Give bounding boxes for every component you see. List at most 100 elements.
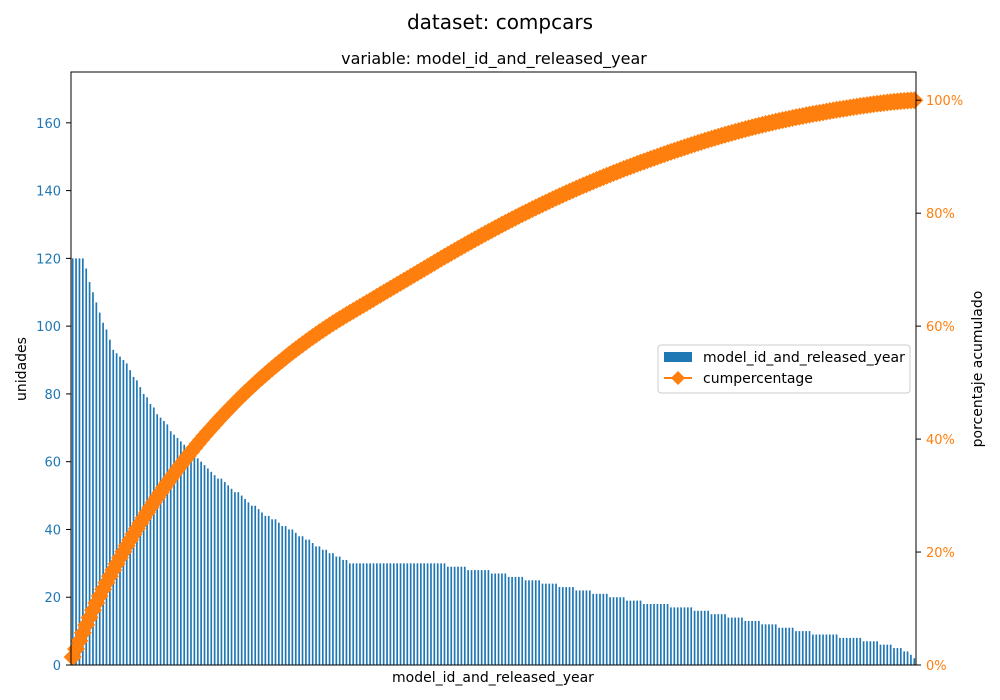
- bar: [504, 573, 507, 665]
- bar: [910, 654, 912, 665]
- bar: [321, 549, 324, 665]
- bar: [869, 641, 872, 665]
- bar: [250, 505, 253, 665]
- bar: [514, 576, 517, 665]
- bar: [227, 485, 230, 665]
- left-y-axis: 0 20 40 60 80 100 120 140 160: [36, 117, 71, 674]
- bar: [119, 356, 121, 665]
- bar: [906, 651, 909, 665]
- bar: [646, 604, 649, 665]
- bar: [632, 600, 635, 665]
- bar: [703, 610, 706, 665]
- bar: [146, 397, 148, 665]
- bar: [687, 607, 689, 665]
- bar: [332, 553, 334, 665]
- bar: [710, 614, 713, 665]
- bar: [467, 570, 469, 665]
- bar: [835, 634, 838, 665]
- bar: [724, 614, 726, 665]
- bar: [311, 543, 314, 665]
- bar: [470, 570, 473, 665]
- bar: [305, 539, 307, 665]
- bar: [866, 641, 868, 665]
- bar: [247, 502, 250, 665]
- bar: [186, 448, 189, 665]
- bar: [849, 637, 851, 665]
- bar: [592, 593, 595, 665]
- bar: [213, 475, 216, 665]
- bar: [649, 604, 652, 665]
- legend: model_id_and_released_year cumpercentage: [657, 344, 911, 394]
- legend-bar-label: model_id_and_released_year: [703, 350, 905, 366]
- bar: [75, 258, 77, 665]
- bar: [883, 644, 885, 665]
- bar: [561, 587, 564, 665]
- bar: [903, 651, 906, 665]
- bar: [764, 624, 767, 665]
- bar: [423, 563, 426, 665]
- bar: [659, 604, 662, 665]
- bar: [612, 597, 615, 665]
- bar: [267, 515, 270, 665]
- bar: [301, 536, 304, 665]
- bar: [771, 624, 774, 665]
- bar: [102, 322, 104, 665]
- bar: [463, 566, 466, 665]
- bar: [852, 637, 855, 665]
- bar: [585, 590, 588, 665]
- bar: [349, 563, 351, 665]
- bar: [727, 617, 730, 665]
- bar: [430, 563, 432, 665]
- bar: [207, 468, 209, 665]
- bar: [176, 437, 179, 665]
- bar: [663, 604, 666, 665]
- y-tick-label: 20: [44, 591, 61, 606]
- bar: [352, 563, 355, 665]
- y2-tick-label: 60%: [926, 320, 955, 335]
- bar: [825, 634, 828, 665]
- bar: [741, 617, 743, 665]
- bar: [595, 593, 598, 665]
- bar: [474, 570, 476, 665]
- bar: [545, 583, 547, 665]
- bar: [572, 587, 574, 665]
- bar: [183, 444, 186, 665]
- bar: [436, 563, 439, 665]
- bar: [636, 600, 638, 665]
- bar: [541, 583, 544, 665]
- bar: [548, 583, 551, 665]
- bar: [257, 509, 260, 665]
- bar: [156, 414, 159, 665]
- bar: [81, 258, 84, 665]
- bar: [196, 458, 199, 665]
- bar: [278, 522, 280, 665]
- bar: [785, 627, 787, 665]
- bar: [707, 610, 709, 665]
- bar: [588, 590, 591, 665]
- bar: [795, 631, 797, 665]
- bar: [521, 576, 524, 665]
- bar: [697, 610, 699, 665]
- bar: [413, 563, 415, 665]
- bar: [484, 570, 486, 665]
- bar: [629, 600, 632, 665]
- bar: [379, 563, 382, 665]
- bar: [501, 573, 503, 665]
- bar: [281, 526, 284, 665]
- bar: [392, 563, 395, 665]
- bar: [288, 529, 290, 665]
- bar: [558, 587, 561, 665]
- bar: [734, 617, 737, 665]
- bar: [169, 431, 172, 665]
- bar: [359, 563, 361, 665]
- bar: [112, 349, 115, 665]
- bar: [683, 607, 686, 665]
- bar: [480, 570, 483, 665]
- bar: [555, 583, 557, 665]
- bar: [419, 563, 422, 665]
- bar: [308, 539, 311, 665]
- bar: [389, 563, 392, 665]
- chart-title: variable: model_id_and_released_year: [341, 49, 647, 69]
- legend-line-label: cumpercentage: [703, 371, 813, 387]
